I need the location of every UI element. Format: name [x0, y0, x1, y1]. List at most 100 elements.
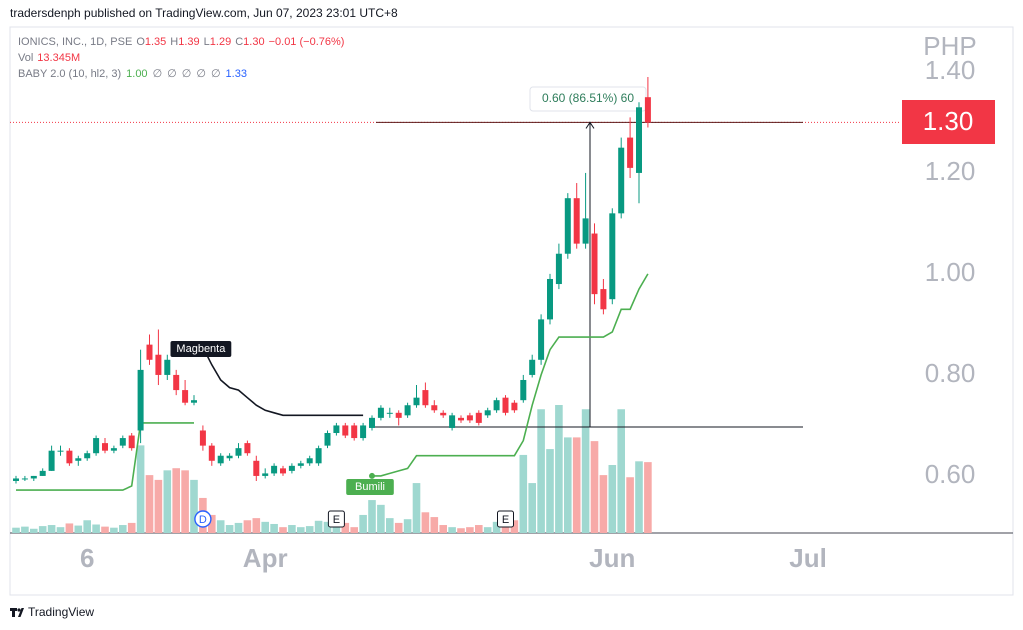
volume-bar [572, 437, 581, 533]
currency: PHP [923, 31, 976, 61]
volume-bar [83, 520, 91, 533]
volume-bar [537, 409, 545, 533]
event-label: E [502, 514, 509, 526]
volume-bar [590, 441, 599, 533]
y-tick-label: 1.00 [925, 257, 976, 287]
candle-body [84, 453, 91, 459]
x-tick-label: Apr [243, 543, 288, 573]
candle-body [199, 430, 206, 446]
volume-bar [644, 462, 652, 533]
ohlc-value: 1.35 [145, 36, 166, 48]
candle-body [155, 354, 162, 375]
volume-bar [341, 522, 350, 533]
signal-dot [369, 472, 375, 479]
candle-body [30, 475, 37, 479]
x-tick-label: 6 [80, 543, 94, 573]
volume-bar [377, 504, 385, 533]
candle-body [48, 450, 55, 471]
candle-body [538, 319, 545, 360]
signal-label: Bumili [355, 481, 385, 493]
candle-body [386, 412, 393, 414]
change: −0.01 (−0.76%) [269, 36, 345, 48]
candle-body [360, 425, 367, 439]
signal-box [170, 341, 232, 357]
ohlc-value: 1.30 [243, 36, 264, 48]
candle-body [449, 415, 456, 428]
candle-body [502, 397, 509, 413]
candle-body [306, 458, 313, 464]
volume-bar [305, 526, 314, 533]
event-badge [497, 510, 514, 528]
volume-bar [56, 527, 65, 533]
price-label: 1.30 [923, 106, 974, 136]
event-label: E [333, 514, 340, 526]
volume-bar [12, 527, 20, 533]
volume-bar [38, 526, 47, 533]
symbol: IONICS, INC., 1D, PSE [18, 36, 132, 48]
volume-bar [21, 526, 29, 533]
volume-bar [252, 518, 261, 533]
volume-bar [279, 527, 287, 533]
volume-bar [288, 525, 296, 533]
volume-bar [403, 519, 412, 533]
volume-bar [47, 525, 56, 533]
candle-body [191, 400, 197, 403]
x-tick-label: Jun [589, 543, 635, 573]
volume-bar [127, 522, 136, 533]
candle-body [511, 402, 518, 411]
candle-body [564, 198, 571, 254]
candle-body [573, 198, 580, 244]
volume-bar [119, 525, 127, 533]
volume-bar [270, 523, 278, 533]
candle-body [547, 278, 553, 320]
volume-bar [110, 527, 118, 533]
volume-bar [483, 527, 492, 533]
candle-body [226, 455, 233, 459]
volume-bar [412, 483, 421, 533]
candle-body [39, 470, 46, 476]
event-label: D [199, 514, 207, 526]
candle-body [235, 448, 242, 456]
candle-body [128, 435, 135, 449]
candle-body [600, 289, 607, 310]
signal-label: Magbenta [176, 343, 226, 355]
volume-bar [617, 409, 625, 533]
event-badge [327, 510, 345, 528]
candle-body [609, 213, 616, 300]
volume-bar [359, 514, 367, 533]
volume-value: 13.345M [37, 52, 80, 64]
indicator-line [16, 273, 649, 491]
candle-body [137, 369, 144, 431]
signal-box [346, 479, 394, 495]
candle-body [555, 253, 562, 285]
candle-body [173, 374, 180, 391]
y-tick-label: 1.40 [925, 55, 976, 85]
volume-bar [190, 479, 198, 533]
indicator-value: ∅ [153, 68, 163, 80]
volume-bar [163, 470, 172, 533]
y-tick-label: 0.60 [925, 459, 976, 489]
candle-body [591, 233, 598, 295]
candle-body [288, 465, 295, 471]
candle-body [466, 415, 473, 421]
candle-body [57, 450, 64, 452]
ohlc-value: 1.29 [210, 36, 231, 48]
volume-bar [510, 520, 519, 533]
volume-bar [421, 512, 430, 533]
volume-bar [528, 483, 536, 533]
volume-bar [466, 527, 474, 533]
candle-body [75, 458, 82, 461]
indicator-value: ∅ [167, 68, 177, 80]
candle-body [164, 359, 171, 375]
volume-bar [30, 528, 38, 533]
volume-bar [261, 521, 269, 533]
candle-body [636, 107, 642, 173]
volume-bar [136, 445, 145, 533]
volume-bar [145, 475, 154, 533]
indicator-name: BABY 2.0 (10, hl2, 3) [18, 68, 121, 80]
volume-bar [555, 405, 563, 533]
volume-bar [394, 522, 403, 533]
volume-bar [635, 461, 643, 533]
volume-bar [475, 525, 483, 533]
